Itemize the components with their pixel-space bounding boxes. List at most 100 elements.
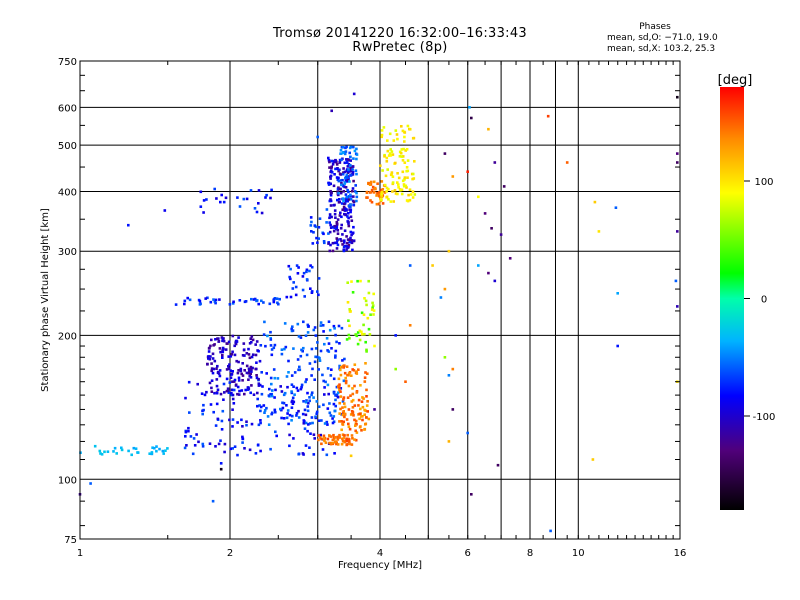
- data-point: [381, 169, 384, 172]
- data-point: [394, 189, 397, 192]
- data-point: [197, 441, 200, 444]
- data-point: [241, 425, 244, 428]
- data-point: [236, 454, 239, 457]
- data-point: [346, 161, 349, 164]
- data-point: [289, 414, 292, 417]
- data-point: [237, 372, 240, 375]
- data-point: [349, 394, 352, 397]
- data-point: [373, 345, 376, 348]
- data-point: [335, 441, 338, 444]
- data-point: [340, 184, 343, 187]
- data-point: [304, 409, 307, 412]
- data-point: [342, 146, 345, 149]
- data-point: [231, 351, 234, 354]
- data-point: [373, 181, 376, 184]
- data-point: [226, 342, 229, 345]
- data-point: [334, 405, 337, 408]
- data-point: [355, 192, 358, 195]
- data-point: [349, 443, 352, 446]
- data-point: [343, 246, 346, 249]
- data-point: [409, 128, 412, 131]
- data-point: [269, 331, 272, 334]
- data-point: [223, 340, 226, 343]
- data-point: [212, 353, 215, 356]
- data-point: [231, 425, 234, 428]
- data-point: [341, 233, 344, 236]
- data-point: [315, 237, 318, 240]
- data-point: [318, 405, 321, 408]
- data-point: [320, 350, 323, 353]
- data-point: [407, 194, 410, 197]
- data-point: [127, 224, 130, 227]
- data-point: [346, 338, 349, 341]
- data-point: [232, 418, 235, 421]
- data-point: [317, 294, 320, 297]
- data-point: [257, 444, 260, 447]
- data-point: [440, 296, 443, 299]
- data-point: [205, 198, 208, 201]
- data-point: [315, 413, 318, 416]
- data-point: [352, 195, 355, 198]
- data-point: [406, 176, 409, 179]
- data-point: [466, 432, 469, 435]
- data-point: [351, 434, 354, 437]
- data-point: [318, 357, 321, 360]
- data-point: [676, 96, 679, 99]
- data-point: [303, 272, 306, 275]
- data-point: [291, 374, 294, 377]
- data-point: [246, 352, 249, 355]
- data-point: [329, 412, 332, 415]
- data-point: [223, 391, 226, 394]
- colorbar-tick-label: -100: [753, 412, 776, 423]
- data-point: [395, 129, 398, 132]
- data-point: [308, 396, 311, 399]
- data-point: [348, 385, 351, 388]
- data-point: [337, 229, 340, 232]
- data-point: [337, 192, 340, 195]
- data-point: [330, 216, 333, 219]
- data-point: [253, 393, 256, 396]
- data-point: [339, 173, 342, 176]
- y-axis-ticks: 75100200300400500600750: [58, 57, 680, 546]
- data-point: [298, 366, 301, 369]
- data-point: [222, 398, 225, 401]
- data-point: [344, 406, 347, 409]
- data-point: [357, 343, 360, 346]
- data-point: [363, 313, 366, 316]
- data-point: [348, 408, 351, 411]
- data-point: [353, 93, 356, 96]
- data-point: [307, 405, 310, 408]
- data-point: [339, 188, 342, 191]
- data-point: [339, 369, 342, 372]
- data-point: [268, 423, 271, 426]
- data-point: [412, 137, 415, 140]
- data-point: [350, 146, 353, 149]
- x-tick-label: 16: [674, 548, 687, 559]
- data-point: [313, 437, 316, 440]
- data-point: [200, 205, 203, 208]
- data-point: [273, 298, 276, 301]
- data-point: [210, 403, 213, 406]
- data-point: [274, 377, 277, 380]
- data-point: [287, 409, 290, 412]
- data-point: [281, 353, 284, 356]
- data-point: [333, 173, 336, 176]
- data-point: [232, 335, 235, 338]
- data-point: [339, 390, 342, 393]
- data-point: [219, 347, 222, 350]
- data-point: [361, 400, 364, 403]
- data-point: [352, 226, 355, 229]
- data-point: [448, 250, 451, 253]
- data-point: [343, 437, 346, 440]
- data-point: [348, 180, 351, 183]
- data-point: [366, 400, 369, 403]
- data-point: [295, 286, 298, 289]
- data-point: [391, 190, 394, 193]
- data-point: [286, 412, 289, 415]
- data-point: [260, 406, 263, 409]
- data-point: [190, 435, 193, 438]
- data-point: [185, 431, 188, 434]
- data-point: [333, 185, 336, 188]
- data-point: [259, 419, 262, 422]
- data-point: [184, 447, 187, 450]
